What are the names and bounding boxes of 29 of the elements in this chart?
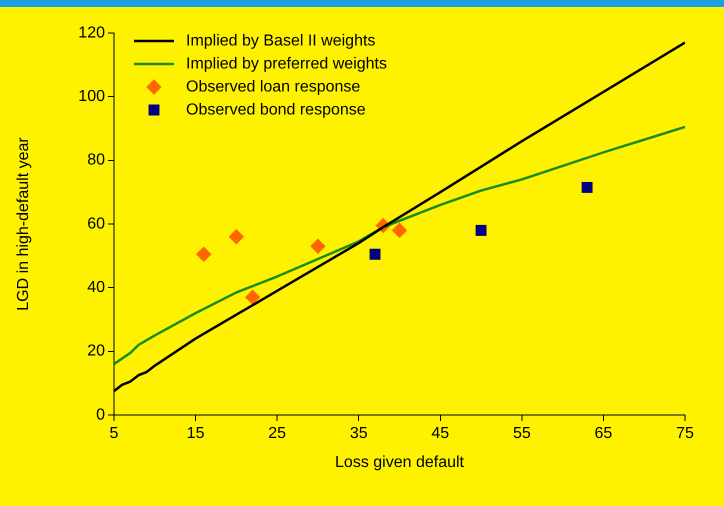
point [392, 222, 407, 238]
y-tick-label: 0 [96, 406, 106, 424]
legend-label: Observed bond response [186, 101, 366, 118]
point [310, 238, 326, 254]
legend-label: Implied by Basel II weights [186, 32, 376, 50]
point [196, 246, 212, 262]
y-tick-label: 40 [87, 279, 106, 296]
legend-label: Implied by preferred weights [186, 55, 387, 72]
point [228, 229, 244, 244]
y-tick-label: 120 [78, 24, 106, 42]
x-tick-label: 75 [676, 425, 694, 442]
x-tick-label: 35 [350, 425, 368, 442]
x-tick-label: 55 [512, 425, 531, 442]
legend-label: Observed loan response [186, 78, 360, 96]
x-axis-title: Loss given default [335, 454, 465, 471]
point [582, 182, 593, 193]
x-tick-label: 45 [431, 425, 450, 442]
y-tick-label: 100 [78, 88, 106, 106]
point [370, 248, 380, 260]
x-tick-label: 15 [186, 425, 205, 442]
x-tick-label: 25 [268, 425, 286, 442]
x-tick-label: 65 [594, 425, 612, 442]
y-tick-label: 20 [87, 342, 106, 360]
point [245, 290, 260, 305]
y-tick-label: 80 [87, 152, 106, 169]
point [476, 224, 487, 236]
y-axis-title: LGD in high-default year [15, 136, 32, 311]
x-tick-label: 5 [110, 425, 119, 442]
y-tick-label: 60 [87, 215, 106, 232]
